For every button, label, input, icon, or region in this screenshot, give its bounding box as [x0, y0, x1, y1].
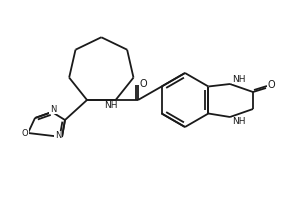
- Text: O: O: [22, 130, 28, 138]
- Text: N: N: [50, 104, 56, 114]
- Text: N: N: [55, 132, 61, 140]
- Text: O: O: [267, 80, 275, 90]
- Text: NH: NH: [232, 74, 246, 84]
- Text: NH: NH: [104, 102, 118, 110]
- Text: NH: NH: [232, 117, 246, 127]
- Text: O: O: [139, 79, 147, 89]
